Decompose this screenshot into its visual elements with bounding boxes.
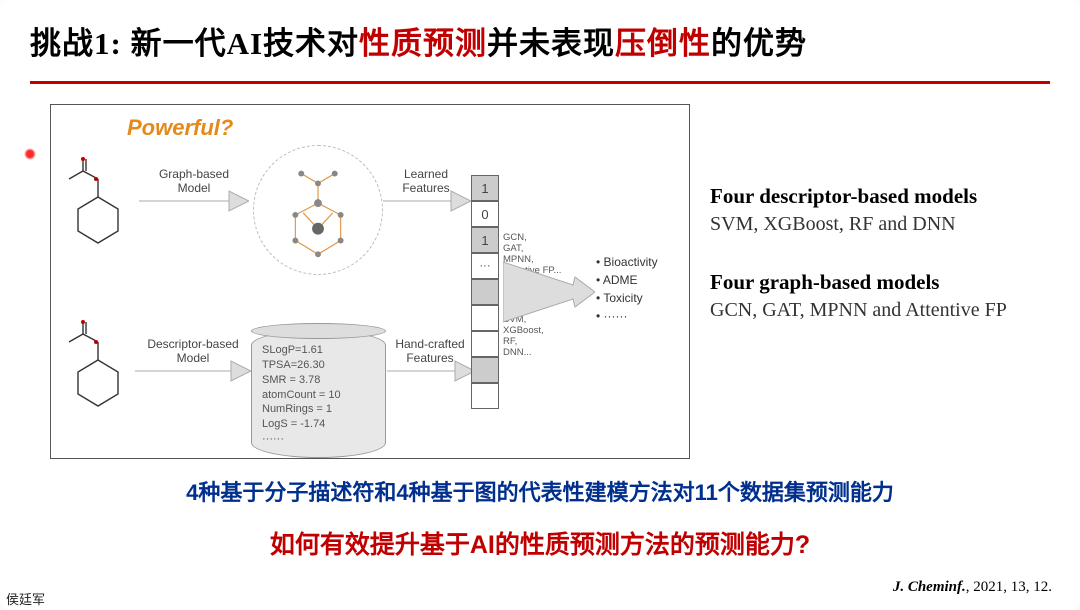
output-list: Bioactivity ADME Toxicity ······ — [596, 253, 658, 325]
fv-0: 1 — [471, 175, 499, 201]
fv-1: 0 — [471, 201, 499, 227]
out-adme: ADME — [596, 271, 658, 289]
out-bioactivity: Bioactivity — [596, 253, 658, 271]
graph-models-list: GCN, GAT, MPNN and Attentive FP — [710, 299, 1060, 322]
descriptor-model-label: Descriptor-based Model — [137, 337, 249, 366]
method-diagram: Powerful? — [50, 104, 690, 459]
fv-3: ··· — [471, 253, 499, 279]
title-mid: 并未表现 — [487, 26, 615, 61]
handcrafted-label: Hand-crafted Features — [391, 337, 469, 366]
caption-red: 如何有效提升基于AI的性质预测方法的预测能力? — [0, 525, 1080, 561]
graph-model-label: Graph-based Model — [149, 167, 239, 196]
right-panel: Four descriptor-based models SVM, XGBoos… — [710, 104, 1060, 459]
desc-l6: LogS = -1.74 — [262, 417, 375, 432]
presenter-name: 侯廷军 — [6, 589, 45, 608]
fv-6 — [471, 331, 499, 357]
desc-l5: NumRings = 1 — [262, 402, 375, 417]
graph-representation-icon — [253, 145, 383, 275]
feature-vector: 1 0 1 ··· — [471, 175, 499, 409]
caption-blue: 4种基于分子描述符和4种基于图的代表性建模方法对11个数据集预测能力 — [0, 475, 1080, 507]
learned-features-label: Learned Features — [391, 167, 461, 196]
out-toxicity: Toxicity — [596, 289, 658, 307]
citation-journal: J. Cheminf. — [893, 579, 966, 595]
graph-models-heading: Four graph-based models — [710, 270, 1060, 295]
fv-8 — [471, 383, 499, 409]
out-more: ······ — [596, 307, 658, 325]
fv-5 — [471, 305, 499, 331]
desc-l4: atomCount = 10 — [262, 388, 375, 403]
desc-models-list: SVM, XGBoost, RF and DNN — [710, 213, 1060, 236]
title-prefix: 挑战1: 新一代AI技术对 — [30, 26, 359, 61]
arrow-output-icon — [503, 257, 595, 332]
fv-7 — [471, 357, 499, 383]
desc-l2: TPSA=26.30 — [262, 358, 375, 373]
fv-4 — [471, 279, 499, 305]
descriptor-cylinder: SLogP=1.61 TPSA=26.30 SMR = 3.78 atomCou… — [251, 330, 386, 458]
desc-l1: SLogP=1.61 — [262, 343, 375, 358]
slide-title: 挑战1: 新一代AI技术对性质预测并未表现压倒性的优势 — [30, 18, 1050, 63]
title-red2: 压倒性 — [615, 26, 711, 61]
laser-pointer-icon — [24, 148, 36, 160]
fv-2: 1 — [471, 227, 499, 253]
molecule-top-icon — [63, 157, 133, 252]
citation: J. Cheminf., 2021, 13, 12. — [893, 579, 1052, 596]
molecule-bottom-icon — [63, 320, 133, 415]
title-red1: 性质预测 — [359, 26, 487, 61]
desc-l7: ······ — [262, 432, 375, 447]
desc-models-heading: Four descriptor-based models — [710, 184, 1060, 209]
desc-l3: SMR = 3.78 — [262, 373, 375, 388]
title-suffix: 的优势 — [711, 26, 807, 61]
citation-rest: , 2021, 13, 12. — [966, 579, 1052, 595]
powerful-label: Powerful? — [127, 115, 233, 141]
